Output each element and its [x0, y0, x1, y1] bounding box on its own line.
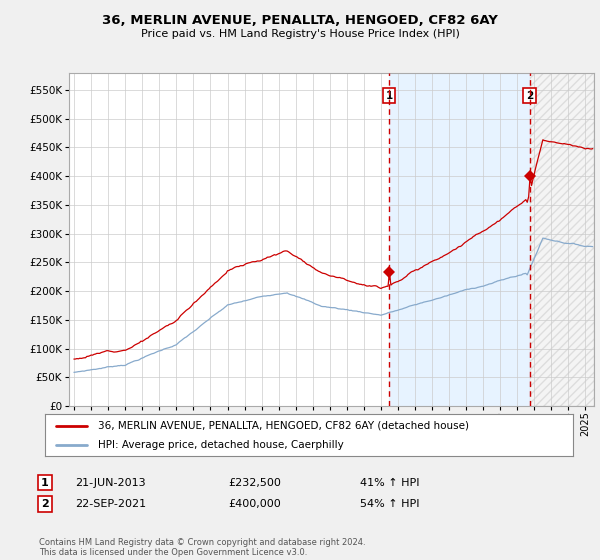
Text: 22-SEP-2021: 22-SEP-2021	[75, 499, 146, 509]
Text: Contains HM Land Registry data © Crown copyright and database right 2024.
This d: Contains HM Land Registry data © Crown c…	[39, 538, 365, 557]
Text: 54% ↑ HPI: 54% ↑ HPI	[360, 499, 419, 509]
Text: HPI: Average price, detached house, Caerphilly: HPI: Average price, detached house, Caer…	[98, 440, 344, 450]
Text: Price paid vs. HM Land Registry's House Price Index (HPI): Price paid vs. HM Land Registry's House …	[140, 29, 460, 39]
Text: 2: 2	[526, 91, 533, 101]
Bar	[389, 73, 530, 406]
Text: 36, MERLIN AVENUE, PENALLTA, HENGOED, CF82 6AY (detached house): 36, MERLIN AVENUE, PENALLTA, HENGOED, CF…	[98, 421, 469, 431]
Text: £232,500: £232,500	[228, 478, 281, 488]
Text: 21-JUN-2013: 21-JUN-2013	[75, 478, 146, 488]
Text: 1: 1	[385, 91, 392, 101]
Text: 41% ↑ HPI: 41% ↑ HPI	[360, 478, 419, 488]
Text: £400,000: £400,000	[228, 499, 281, 509]
Text: 36, MERLIN AVENUE, PENALLTA, HENGOED, CF82 6AY: 36, MERLIN AVENUE, PENALLTA, HENGOED, CF…	[102, 14, 498, 27]
Text: 2: 2	[41, 499, 49, 509]
Text: 1: 1	[41, 478, 49, 488]
Bar	[530, 73, 594, 406]
